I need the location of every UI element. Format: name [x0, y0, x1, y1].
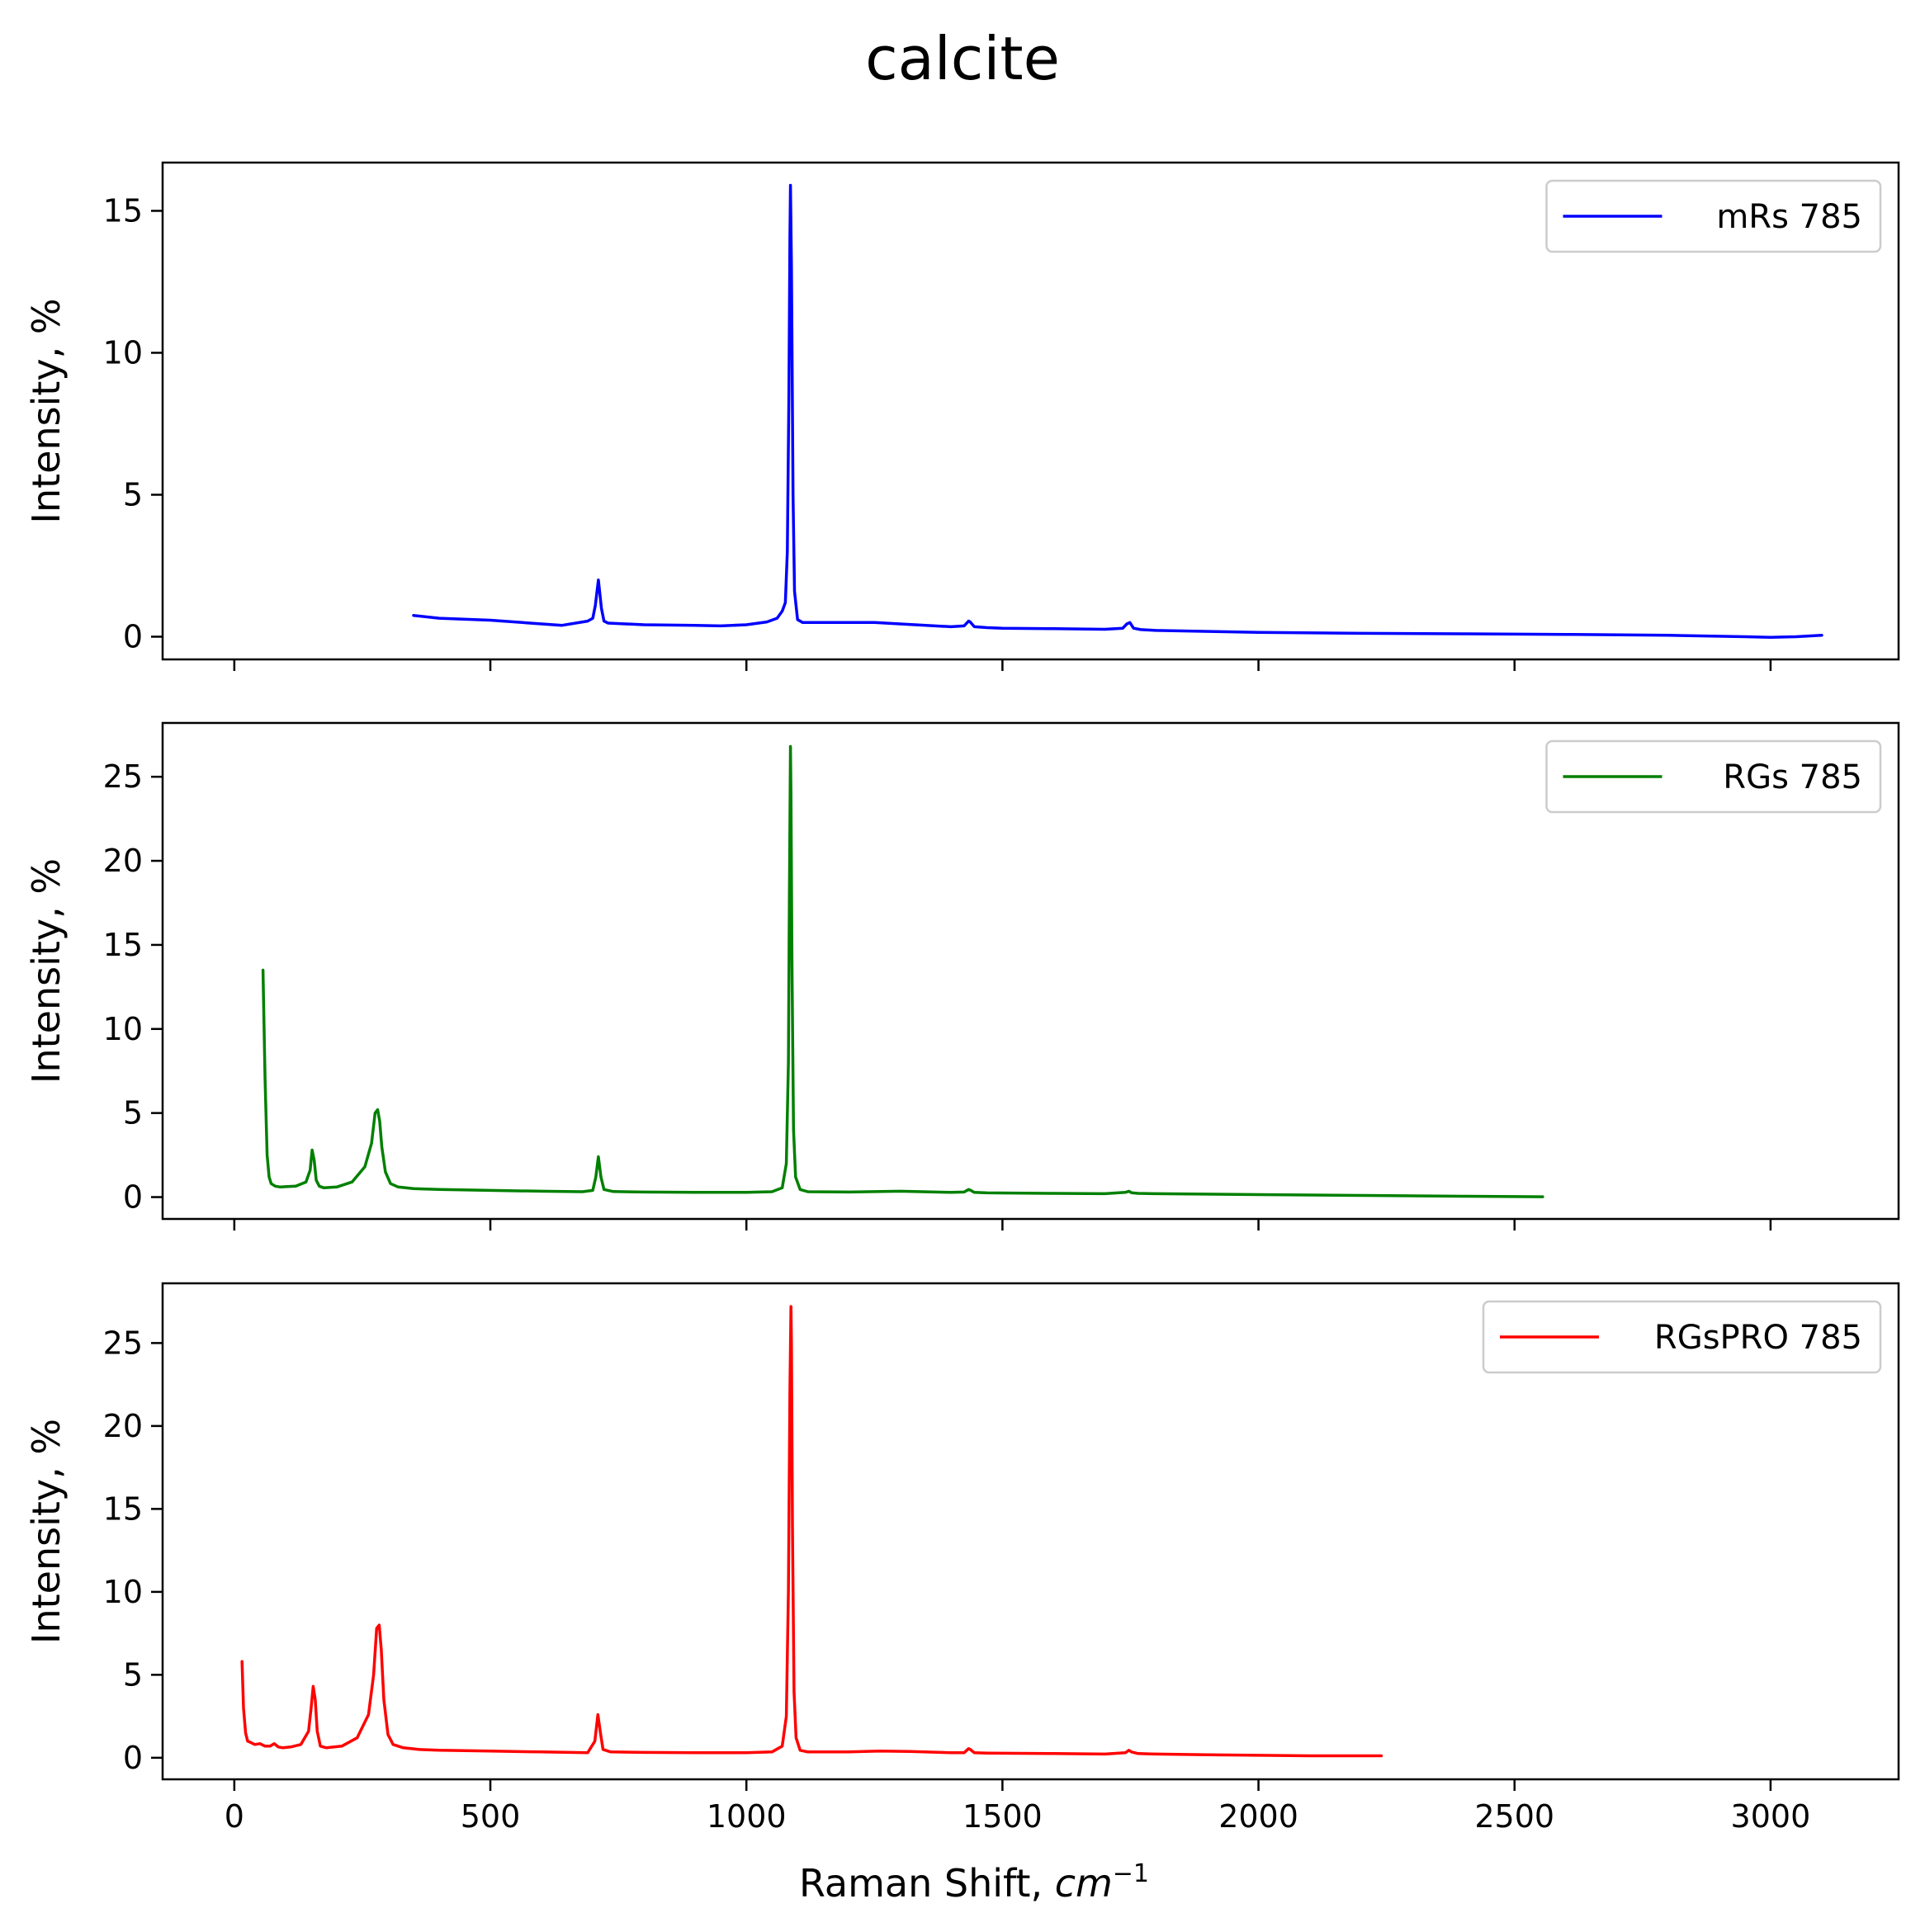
x-tick-label: 1500 [962, 1798, 1043, 1835]
x-axis-label-exponent: −1 [1113, 1859, 1149, 1888]
y-tick-label: 15 [103, 927, 143, 963]
y-tick-label: 0 [123, 1179, 143, 1216]
series-line-rgspro-785 [240, 1305, 1383, 1758]
legend: RGs 785 [1545, 739, 1882, 814]
y-tick-label: 25 [103, 758, 143, 795]
legend-box [1545, 739, 1882, 814]
chart-title: calcite [865, 24, 1060, 93]
subplot-3: 0 500 1000 1500 2000 2500 3000 0 5 10 15 20 25 Intens… [24, 1282, 1900, 1835]
y-axis-label: Intensity, % [24, 858, 69, 1084]
x-tick-label: 2500 [1474, 1798, 1554, 1835]
axes-frame [161, 721, 1900, 1221]
legend-label: mRs 785 [1716, 198, 1862, 236]
y-tick-label: 5 [123, 1656, 143, 1693]
subplot-2: 0 5 10 15 20 25 Intensity, % RGs 785 [24, 721, 1900, 1231]
y-axis-label: Intensity, % [24, 1419, 69, 1644]
legend: mRs 785 [1545, 179, 1882, 253]
y-axis-label: Intensity, % [24, 298, 69, 523]
legend-box [1545, 179, 1882, 253]
y-tick-label: 15 [103, 192, 143, 229]
legend-label: RGs 785 [1723, 758, 1862, 796]
series-line-mrs-785 [412, 183, 1823, 639]
y-tick-label: 5 [123, 1095, 143, 1131]
legend-label: RGsPRO 785 [1654, 1319, 1862, 1357]
x-tick-label: 0 [225, 1798, 244, 1835]
y-tick-label: 20 [103, 843, 143, 879]
legend-box [1482, 1300, 1882, 1374]
y-tick-label: 0 [123, 1740, 143, 1776]
x-tick-label: 2000 [1218, 1798, 1298, 1835]
x-axis-label: Raman Shift, cm−1 [799, 1859, 1149, 1906]
y-tick-label: 20 [103, 1408, 143, 1444]
x-tick-label: 500 [461, 1798, 521, 1835]
x-tick-label: 3000 [1731, 1798, 1811, 1835]
series-line-rgs-785 [261, 744, 1544, 1198]
axes-frame [161, 161, 1900, 661]
y-tick-label: 0 [123, 618, 143, 654]
y-tick-label: 5 [123, 476, 143, 513]
axes-frame [161, 1282, 1900, 1781]
y-tick-label: 10 [103, 1574, 143, 1610]
y-tick-label: 25 [103, 1325, 143, 1361]
x-axis-label-unit: cm [1055, 1861, 1113, 1906]
legend: RGsPRO 785 [1482, 1300, 1882, 1374]
y-tick-label: 10 [103, 1011, 143, 1047]
x-axis-label-main: Raman Shift, [799, 1861, 1055, 1906]
subplot-stack: 0 5 10 15 Intensity, % mRs 785 0 5 10 15 20 25 Inten… [24, 161, 1900, 1835]
x-tick-label: 1000 [707, 1798, 787, 1835]
subplot-1: 0 5 10 15 Intensity, % mRs 785 [24, 161, 1900, 671]
y-tick-label: 10 [103, 334, 143, 371]
y-tick-label: 15 [103, 1490, 143, 1527]
